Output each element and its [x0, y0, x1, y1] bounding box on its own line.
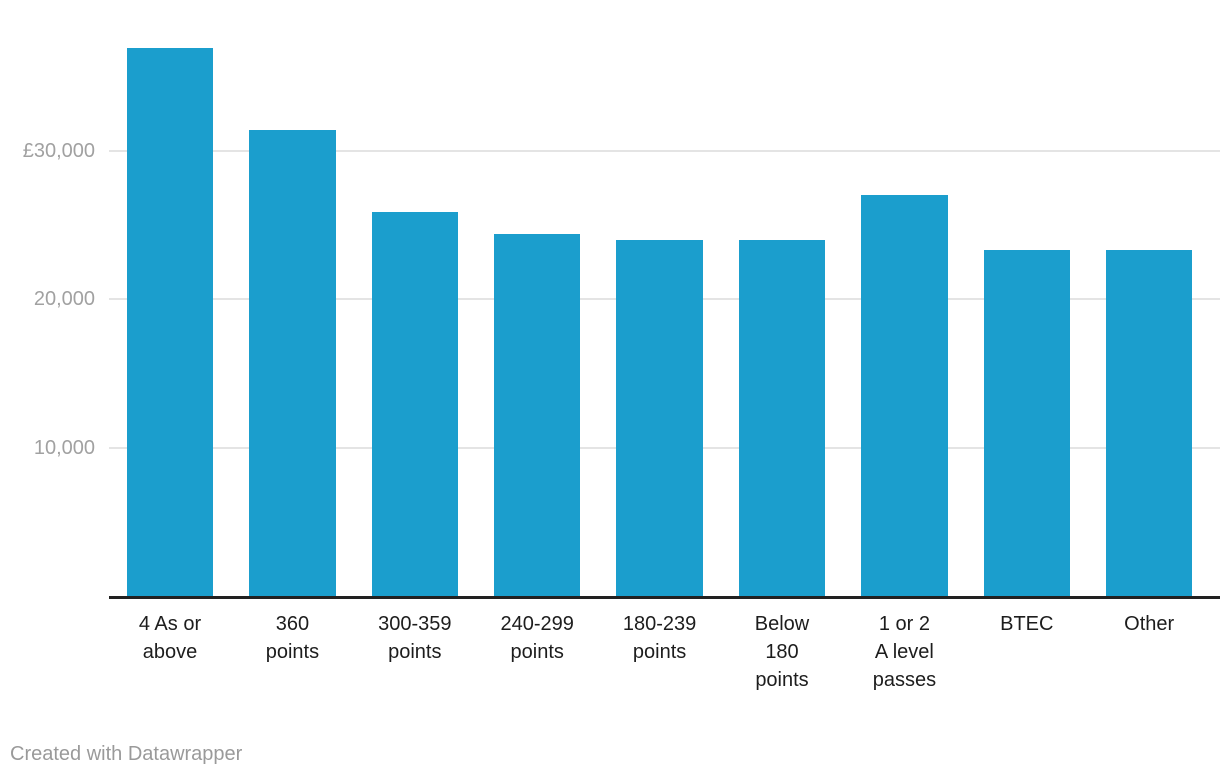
y-axis-tick-label: 10,000 — [33, 437, 95, 460]
datawrapper-credit-link[interactable]: Created with Datawrapper — [10, 743, 243, 765]
bar — [983, 250, 1070, 597]
bar — [371, 211, 458, 597]
bar — [861, 195, 948, 597]
bar — [616, 239, 703, 597]
y-axis-tick-label: £30,000 — [22, 139, 95, 162]
bar — [494, 233, 581, 597]
bar — [738, 239, 826, 597]
x-axis-category-label: 1 or 2 A level passes — [872, 613, 937, 691]
x-axis-category-label: BTEC — [1000, 613, 1054, 635]
x-axis-category-label: 4 As or above — [138, 613, 202, 663]
x-axis-category-label: 360 points — [265, 613, 320, 663]
y-gridline — [109, 149, 1220, 152]
bar — [126, 47, 214, 597]
bar — [1106, 250, 1193, 597]
bar — [249, 129, 336, 597]
x-axis-category-label: Below 180 points — [754, 613, 810, 691]
y-axis-tick-label: 20,000 — [33, 288, 95, 311]
x-axis-line — [109, 596, 1220, 599]
x-axis-category-label: 180-239 points — [622, 613, 697, 663]
x-axis-category-label: Other — [1124, 613, 1175, 635]
x-axis-category-label: 300-359 points — [378, 613, 452, 663]
x-axis-category-label: 240-299 points — [500, 613, 574, 663]
